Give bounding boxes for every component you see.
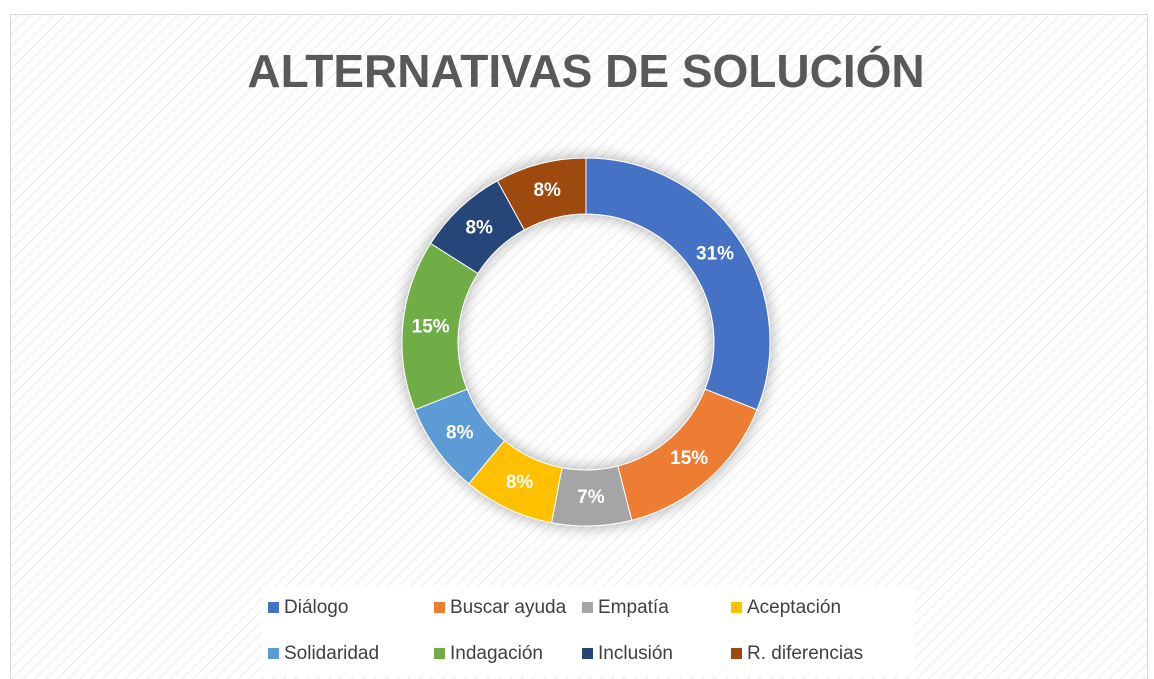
legend-marker <box>731 602 742 613</box>
legend-marker <box>434 648 445 659</box>
legend-label: Empatía <box>598 597 669 618</box>
value-label: 8% <box>506 472 534 493</box>
value-label: 7% <box>577 487 605 508</box>
legend-marker <box>268 602 279 613</box>
legend-label: Diálogo <box>284 597 348 618</box>
value-label: 8% <box>533 180 561 201</box>
legend-marker <box>434 602 445 613</box>
value-label: 8% <box>446 423 474 444</box>
slice <box>585 157 771 411</box>
chart-title: ALTERNATIVAS DE SOLUCIÓN <box>247 45 924 97</box>
legend-label: Aceptación <box>747 597 841 618</box>
legend-marker <box>582 602 593 613</box>
legend-marker <box>731 648 742 659</box>
slice <box>496 157 587 231</box>
legend-label: Buscar ayuda <box>450 597 567 618</box>
value-label: 15% <box>670 448 708 469</box>
donut <box>401 157 771 527</box>
legend-label: R. diferencias <box>747 643 863 664</box>
legend-marker <box>582 648 593 659</box>
value-label: 8% <box>465 217 493 238</box>
value-label: 31% <box>696 243 734 264</box>
value-label: 15% <box>412 316 450 337</box>
legend-label: Solidaridad <box>284 643 379 664</box>
legend-marker <box>268 648 279 659</box>
chart-area <box>10 14 1148 679</box>
legend-label: Inclusión <box>598 643 673 664</box>
legend-box <box>262 586 915 676</box>
legend-label: Indagación <box>450 643 543 664</box>
